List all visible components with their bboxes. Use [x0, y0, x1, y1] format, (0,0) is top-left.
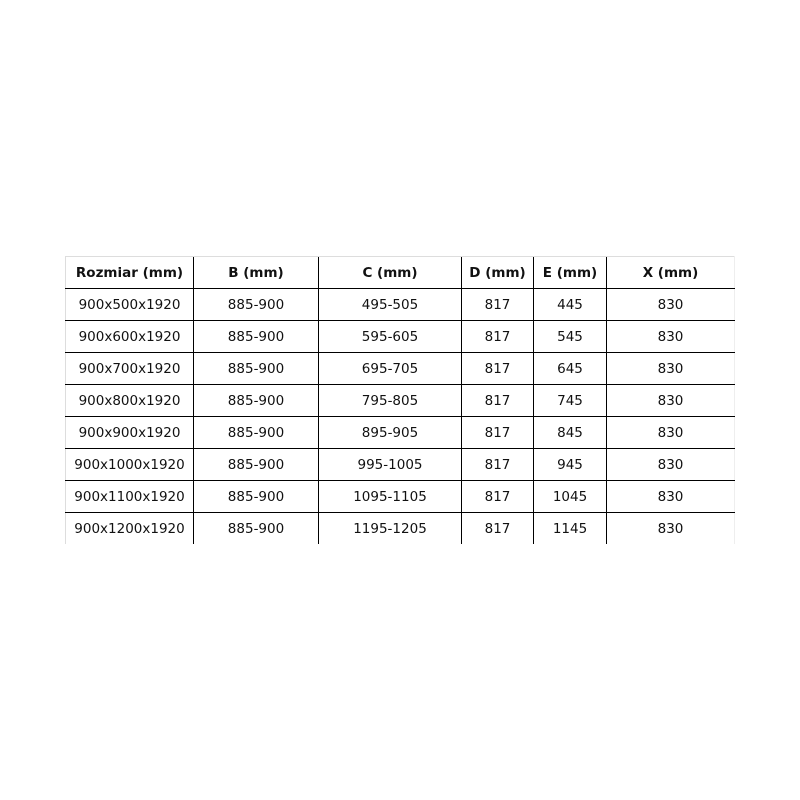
column-header: D (mm)	[461, 256, 534, 289]
table-cell: 830	[606, 352, 735, 385]
column-header: X (mm)	[606, 256, 735, 289]
table-row: 900x800x1920 885-900 795-805 817 745 830	[65, 384, 735, 417]
table-cell: 830	[606, 448, 735, 481]
table-cell: 1195-1205	[318, 512, 462, 544]
header-row: Rozmiar (mm) B (mm) C (mm) D (mm) E (mm) X (m…	[65, 256, 735, 289]
table-cell: 817	[461, 512, 534, 544]
table-cell: 900x700x1920	[65, 352, 194, 385]
table-cell: 885-900	[193, 320, 319, 353]
table-row: 900x700x1920 885-900 695-705 817 645 830	[65, 352, 735, 385]
table-cell: 830	[606, 416, 735, 449]
table-cell: 745	[533, 384, 607, 417]
table-cell: 885-900	[193, 480, 319, 513]
table-row: 900x1000x1920 885-900 995-1005 817 945 830	[65, 448, 735, 481]
table-cell: 695-705	[318, 352, 462, 385]
column-header: C (mm)	[318, 256, 462, 289]
table-row: 900x1100x1920 885-900 1095-1105 817 1045 830	[65, 480, 735, 513]
table-cell: 830	[606, 512, 735, 544]
column-header: B (mm)	[193, 256, 319, 289]
table-cell: 900x1100x1920	[65, 480, 194, 513]
table-cell: 885-900	[193, 384, 319, 417]
table-cell: 1095-1105	[318, 480, 462, 513]
table-cell: 817	[461, 480, 534, 513]
table-cell: 830	[606, 480, 735, 513]
table-cell: 817	[461, 288, 534, 321]
table-row: 900x1200x1920 885-900 1195-1205 817 1145 830	[65, 512, 735, 544]
table-cell: 1145	[533, 512, 607, 544]
table-cell: 830	[606, 384, 735, 417]
table-cell: 795-805	[318, 384, 462, 417]
table-cell: 900x1000x1920	[65, 448, 194, 481]
table-cell: 900x1200x1920	[65, 512, 194, 544]
table-cell: 545	[533, 320, 607, 353]
dimensions-table: Rozmiar (mm) B (mm) C (mm) D (mm) E (mm) X (m…	[65, 256, 735, 544]
table-cell: 885-900	[193, 288, 319, 321]
table-cell: 945	[533, 448, 607, 481]
table-cell: 845	[533, 416, 607, 449]
table-cell: 817	[461, 320, 534, 353]
table-cell: 995-1005	[318, 448, 462, 481]
table-cell: 895-905	[318, 416, 462, 449]
table-cell: 445	[533, 288, 607, 321]
table-cell: 595-605	[318, 320, 462, 353]
table-cell: 885-900	[193, 352, 319, 385]
table-row: 900x900x1920 885-900 895-905 817 845 830	[65, 416, 735, 449]
table-cell: 900x500x1920	[65, 288, 194, 321]
table-cell: 885-900	[193, 448, 319, 481]
table-cell: 817	[461, 416, 534, 449]
table-cell: 830	[606, 320, 735, 353]
table-row: 900x500x1920 885-900 495-505 817 445 830	[65, 288, 735, 321]
table-cell: 885-900	[193, 416, 319, 449]
table-cell: 885-900	[193, 512, 319, 544]
table-cell: 1045	[533, 480, 607, 513]
table-cell: 817	[461, 352, 534, 385]
table-cell: 900x600x1920	[65, 320, 194, 353]
table-cell: 900x900x1920	[65, 416, 194, 449]
table-cell: 495-505	[318, 288, 462, 321]
column-header: E (mm)	[533, 256, 607, 289]
table-cell: 645	[533, 352, 607, 385]
table-row: 900x600x1920 885-900 595-605 817 545 830	[65, 320, 735, 353]
table-cell: 817	[461, 384, 534, 417]
table-cell: 900x800x1920	[65, 384, 194, 417]
table-cell: 830	[606, 288, 735, 321]
column-header: Rozmiar (mm)	[65, 256, 194, 289]
table-cell: 817	[461, 448, 534, 481]
